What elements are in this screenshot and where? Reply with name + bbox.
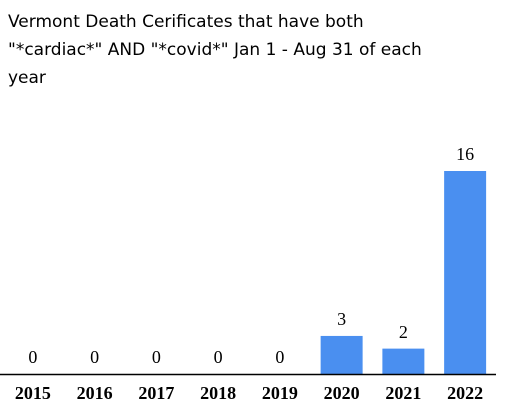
bar xyxy=(382,348,425,374)
value-label: 16 xyxy=(456,144,474,164)
value-label: 3 xyxy=(337,309,346,329)
x-tick-label: 2015 xyxy=(15,383,51,403)
x-tick-label: 2021 xyxy=(385,383,421,403)
x-tick-label: 2019 xyxy=(262,383,298,403)
value-label: 0 xyxy=(90,347,99,367)
x-tick-label: 2020 xyxy=(324,383,360,403)
bar xyxy=(320,335,363,374)
value-label: 2 xyxy=(399,322,408,342)
value-label: 0 xyxy=(152,347,161,367)
chart-title: Vermont Death Cerificates that have both… xyxy=(8,12,422,88)
value-label: 0 xyxy=(28,347,37,367)
value-label: 0 xyxy=(275,347,284,367)
x-tick-label: 2016 xyxy=(77,383,113,403)
x-tick-label: 2022 xyxy=(447,383,483,403)
value-label: 0 xyxy=(214,347,223,367)
x-tick-label: 2018 xyxy=(200,383,236,403)
bar xyxy=(444,171,487,374)
x-tick-label: 2017 xyxy=(138,383,174,403)
